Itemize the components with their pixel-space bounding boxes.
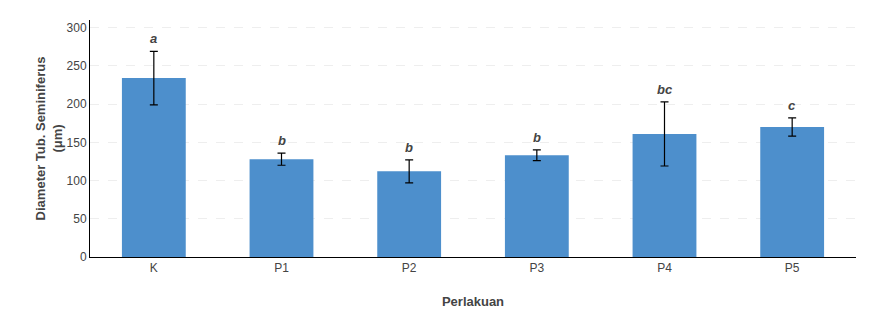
svg-text:b: b: [533, 130, 541, 145]
svg-text:b: b: [278, 133, 286, 148]
svg-text:P1: P1: [274, 261, 289, 275]
svg-text:200: 200: [67, 97, 87, 111]
svg-text:Perlakuan: Perlakuan: [442, 294, 504, 309]
svg-text:Diameter Tub. Seminiferus(μm): Diameter Tub. Seminiferus(μm): [33, 57, 65, 221]
svg-text:300: 300: [67, 21, 87, 35]
svg-text:P4: P4: [657, 261, 672, 275]
svg-text:0: 0: [80, 250, 87, 264]
svg-text:50: 50: [73, 212, 87, 226]
svg-text:P5: P5: [785, 261, 800, 275]
svg-text:a: a: [150, 31, 157, 46]
svg-text:150: 150: [67, 136, 87, 150]
svg-text:P2: P2: [402, 261, 417, 275]
svg-text:K: K: [150, 261, 158, 275]
svg-text:100: 100: [67, 174, 87, 188]
svg-text:bc: bc: [657, 82, 673, 97]
svg-text:b: b: [405, 140, 413, 155]
svg-text:c: c: [788, 98, 796, 113]
svg-text:250: 250: [67, 59, 87, 73]
svg-text:P3: P3: [529, 261, 544, 275]
